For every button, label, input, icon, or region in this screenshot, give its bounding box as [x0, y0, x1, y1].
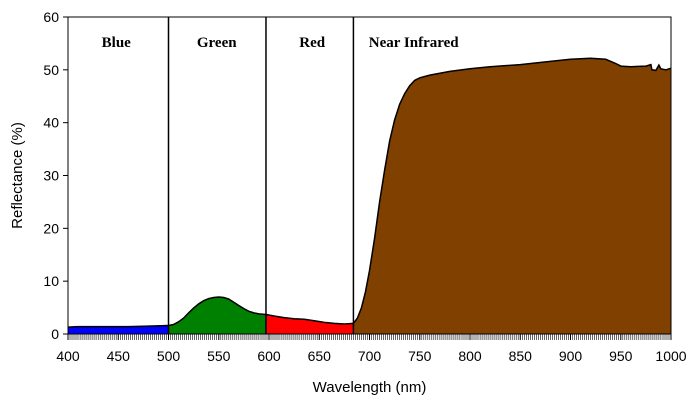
area-green [168, 297, 266, 334]
x-tick-label: 600 [257, 348, 281, 364]
y-axis-ticks: 0 10 20 30 40 50 60 [43, 9, 68, 342]
band-labels: Blue Green Red Near Infrared [102, 35, 460, 51]
line-red [265, 313, 354, 325]
y-axis-title: Reflectance (%) [9, 122, 26, 229]
y-tick-label: 50 [43, 62, 59, 78]
area-near-infrared [353, 58, 671, 334]
x-tick-label: 900 [559, 348, 583, 364]
x-tick-label: 650 [308, 348, 332, 364]
x-tick-label: 700 [358, 348, 382, 364]
area-red [266, 314, 354, 334]
y-tick-label: 0 [51, 326, 59, 342]
x-axis-ticks: 400 450 500 550 600 650 700 750 800 850 900 950 1000 [56, 334, 687, 364]
band-label-red: Red [299, 35, 325, 51]
line-near-infrared [352, 57, 672, 324]
y-tick-label: 40 [43, 115, 59, 131]
x-tick-label: 750 [408, 348, 432, 364]
x-tick-label: 550 [207, 348, 231, 364]
reflectance-areas [67, 57, 672, 334]
y-tick-label: 20 [43, 220, 59, 236]
area-blue [68, 325, 169, 334]
x-tick-label: 1000 [655, 348, 686, 364]
x-axis-title: Wavelength (nm) [313, 379, 427, 396]
line-blue [67, 324, 169, 328]
line-green [168, 296, 267, 327]
x-tick-label: 450 [107, 348, 131, 364]
band-label-blue: Blue [102, 35, 132, 51]
y-tick-label: 10 [43, 273, 59, 289]
x-tick-label: 850 [509, 348, 533, 364]
x-tick-label: 500 [157, 348, 181, 364]
band-label-green: Green [197, 35, 237, 51]
x-tick-label: 400 [56, 348, 80, 364]
y-tick-label: 30 [43, 168, 59, 184]
x-tick-label: 950 [609, 348, 633, 364]
band-dividers [167, 17, 355, 334]
band-label-near-infrared: Near Infrared [369, 35, 460, 51]
y-tick-label: 60 [43, 9, 59, 25]
x-tick-label: 800 [458, 348, 482, 364]
